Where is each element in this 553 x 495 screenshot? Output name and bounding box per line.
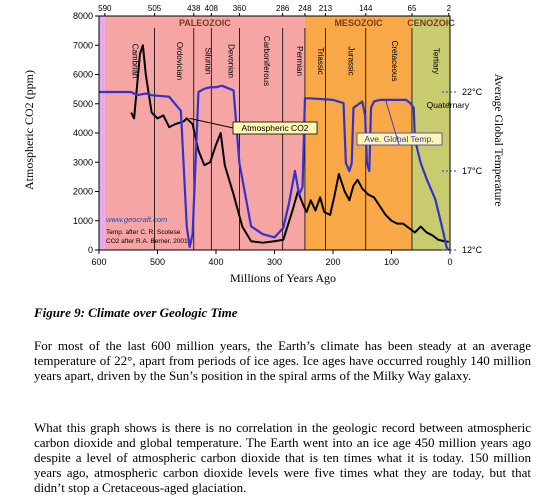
temp-tick-label-0: 22°C — [462, 87, 483, 97]
annotations: Atmospheric CO2 Ave. Global Temp. www.geoc… — [106, 99, 443, 245]
top-tick-label-5: 286 — [276, 4, 290, 13]
era-label-1: MESOZOIC — [334, 18, 383, 28]
y-tick-label-2: 2000 — [73, 187, 93, 197]
figure-caption: Figure 9: Climate over Geologic Time — [34, 305, 238, 320]
x-axis-label: Millions of Years Ago — [230, 271, 336, 285]
period-label-1: Ordovician — [175, 42, 184, 80]
co2-annotation-arrow — [189, 117, 234, 129]
y-tick-label-8: 8000 — [73, 11, 93, 21]
top-tick-label-3: 408 — [205, 4, 219, 13]
period-label-5: Permian — [295, 46, 304, 76]
top-tick-label-0: 590 — [98, 4, 112, 13]
y-axis-label-right: Average Global Temperature — [492, 74, 504, 207]
x-tick-label-2: 400 — [208, 257, 223, 267]
top-tick-label-10: 2 — [447, 4, 452, 13]
era-label-0: PALEOZOIC — [179, 18, 231, 28]
x-tick-label-4: 200 — [325, 257, 340, 267]
period-label-8: Cretaceous — [390, 41, 399, 82]
temp-tick-label-2: 12°C — [462, 245, 483, 255]
geologic-climate-chart: PALEOZOIC MESOZOIC CENOZOIC Cambrian Ordovi… — [22, 4, 504, 285]
period-labels: Cambrian Ordovician Silurian Devonian Carbon… — [131, 36, 470, 110]
top-tick-label-2: 438 — [187, 4, 201, 13]
period-label-7: Jurassic — [347, 46, 356, 75]
period-label-4: Carboniferous — [262, 36, 271, 86]
period-label-2: Silurian — [204, 48, 213, 75]
x-tick-label-3: 300 — [267, 257, 282, 267]
co2-annotation-box — [232, 121, 318, 135]
pre-cambrian-strip — [99, 16, 105, 250]
co2-annotation-label: Atmospheric CO2 — [241, 123, 308, 133]
x-tick-label-1: 500 — [150, 257, 165, 267]
top-tick-label-4: 360 — [233, 4, 247, 13]
y-tick-label-5: 5000 — [73, 99, 93, 109]
data-series — [99, 44, 450, 251]
y-tick-label-7: 7000 — [73, 40, 93, 50]
x-tick-label-5: 100 — [384, 257, 399, 267]
y-tick-label-6: 6000 — [73, 70, 93, 80]
top-tick-label-9: 65 — [408, 4, 417, 13]
top-tick-label-8: 144 — [359, 4, 373, 13]
temp-tick-label-1: 17°C — [462, 166, 483, 176]
series-line-1 — [99, 84, 450, 251]
temp-annotation-box — [356, 132, 443, 146]
x-tick-label-0: 600 — [91, 257, 106, 267]
period-dividers — [154, 28, 413, 250]
y-tick-label-1: 1000 — [73, 216, 93, 226]
period-label-6: Triassic — [316, 47, 325, 74]
temp-annotation-arrow — [385, 99, 400, 146]
era-label-2: CENOZOIC — [407, 18, 455, 28]
y-tick-label-4: 4000 — [73, 128, 93, 138]
y-tick-label-3: 3000 — [73, 157, 93, 167]
paragraph-2: What this graph shows is there is no cor… — [34, 420, 531, 495]
credit-co2: CO2 after R.A. Berner, 2001 — [106, 238, 188, 245]
y-tick-label-0: 0 — [88, 245, 93, 255]
credit-website: www.geocraft.com — [106, 215, 167, 224]
series-line-0 — [130, 44, 449, 244]
quaternary-label: Quaternary — [427, 100, 470, 110]
top-tick-label-1: 505 — [148, 4, 162, 13]
period-label-9: Tertiary — [431, 48, 440, 74]
temp-annotation-label: Ave. Global Temp. — [364, 134, 433, 144]
period-label-0: Cambrian — [131, 44, 140, 79]
period-label-3: Devonian — [226, 44, 235, 78]
top-tick-label-7: 213 — [319, 4, 333, 13]
x-tick-label-6: 0 — [447, 257, 452, 267]
y-axis-label-left: Atmospheric CO2 (ppm) — [22, 70, 36, 190]
paragraph-1: For most of the last 600 million years, … — [34, 338, 531, 383]
credit-temp: Temp. after C. R. Scotese — [106, 229, 181, 236]
top-tick-label-6: 248 — [298, 4, 312, 13]
